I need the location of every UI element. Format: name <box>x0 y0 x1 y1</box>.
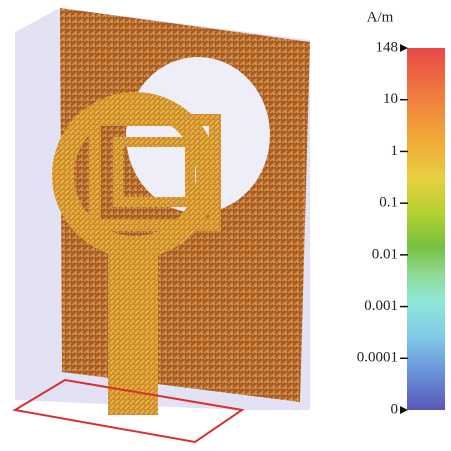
tick-label: 0.0001 <box>357 350 398 366</box>
tick-label: 0.001 <box>364 298 398 314</box>
screenshot: A/m 148 10 1 0.1 0.01 0.001 0.0001 0 <box>0 0 451 451</box>
tick-label: 1 <box>391 143 399 159</box>
tick-label: 0.1 <box>379 195 398 211</box>
tick-label: 148 <box>376 39 399 55</box>
tick-label: 0 <box>391 401 399 417</box>
tick-marker <box>400 44 408 52</box>
colorbar-ticks: 148 10 1 0.1 0.01 0.001 0.0001 0 <box>357 39 408 417</box>
colorbar-unit: A/m <box>367 9 394 25</box>
tick-label: 0.01 <box>372 246 398 262</box>
device-model <box>15 8 310 442</box>
tick-label: 10 <box>383 91 398 107</box>
colorbar: A/m 148 10 1 0.1 0.01 0.001 0.0001 0 <box>357 9 445 417</box>
tick-marker <box>400 406 408 414</box>
colorbar-gradient <box>407 48 445 410</box>
